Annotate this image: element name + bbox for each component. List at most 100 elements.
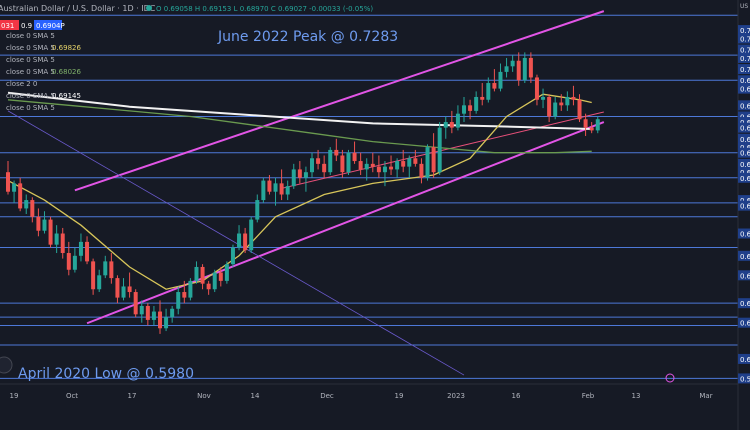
candle-44 [273, 177, 278, 206]
y-tick-bg [738, 317, 750, 328]
candle-36 [224, 261, 229, 284]
y-tick-bg [738, 100, 750, 111]
candle-55 [340, 149, 345, 178]
candle-body [6, 172, 10, 192]
candles[interactable] [6, 52, 600, 334]
y-tick-label: 0.6 [740, 86, 750, 94]
y-tick-label: 0.6 [740, 77, 750, 85]
chart-menu-icon[interactable] [0, 356, 13, 374]
candle-45 [279, 169, 284, 201]
candle-42 [261, 177, 266, 203]
peak-annotation: June 2022 Peak @ 0.7283 [217, 29, 398, 45]
candle-61 [376, 155, 381, 178]
candle-body [541, 96, 546, 100]
candle-body [273, 183, 278, 192]
y-tick-bg [738, 250, 750, 261]
currency-label: US [740, 3, 748, 10]
candle-body [139, 305, 144, 315]
candle-body [91, 261, 96, 290]
candle-body [346, 152, 351, 173]
candle-93 [571, 85, 576, 106]
candle-body [176, 292, 181, 309]
candle-body [437, 127, 442, 173]
y-tick-bg [738, 158, 750, 169]
horizontal-levels [0, 14, 738, 379]
candle-body [389, 166, 394, 170]
candle-11 [72, 247, 77, 273]
candle-body [510, 60, 515, 67]
y-tick-label: 0.6 [740, 356, 750, 364]
y-tick-bg [738, 83, 750, 94]
indicator-value-1: 0.69826 [52, 44, 81, 52]
candle-47 [291, 163, 296, 189]
candle-9 [60, 227, 65, 259]
candle-90 [553, 96, 558, 120]
candle-13 [85, 236, 90, 265]
candle-body [334, 149, 339, 156]
candle-32 [200, 264, 205, 290]
channel-lines [7, 10, 605, 376]
candle-57 [352, 141, 357, 164]
replay-icon[interactable] [665, 373, 675, 383]
candle-body [382, 166, 387, 173]
candle-91 [559, 94, 564, 111]
indicator-label-3: close 0 SMA 5 [6, 68, 55, 76]
x-tick-label: Mar [699, 392, 712, 400]
candle-body [158, 311, 162, 329]
candle-body [12, 183, 17, 192]
candle-body [522, 57, 527, 81]
candle-5 [36, 208, 41, 237]
candle-30 [188, 278, 193, 301]
candle-54 [334, 138, 339, 162]
x-tick-label: Dec [320, 392, 334, 400]
candle-body [78, 241, 83, 256]
candle-body [328, 149, 333, 173]
y-tick-bg [738, 298, 750, 309]
candle-body [127, 286, 132, 293]
y-tick-bg [738, 200, 750, 211]
candle-body [188, 280, 193, 298]
candle-87 [534, 74, 539, 106]
candle-body [194, 266, 199, 281]
y-tick-label: 0.6 [740, 125, 750, 133]
candle-81 [498, 63, 503, 92]
candle-35 [218, 266, 223, 287]
sma-line-1 [7, 93, 592, 290]
candle-63 [389, 155, 394, 175]
y-tick-bg [738, 33, 750, 44]
y-tick-bg [738, 195, 750, 206]
candle-body [376, 166, 381, 173]
candle-body [109, 261, 114, 279]
candle-body [443, 122, 448, 128]
indicator-label-0: close 0 SMA 5 [6, 32, 55, 40]
candle-body [425, 147, 430, 178]
candle-body [528, 57, 533, 78]
candle-body [243, 233, 248, 251]
current-price-box[interactable] [34, 20, 62, 30]
candle-23 [145, 303, 150, 326]
candle-41 [255, 194, 260, 223]
candle-82 [504, 57, 509, 78]
candle-86 [528, 52, 533, 84]
y-tick-label: 0.7 [740, 35, 750, 43]
candle-56 [346, 149, 351, 175]
candle-body [18, 183, 23, 209]
y-tick-label: 0.6 [740, 136, 750, 144]
candle-2 [18, 177, 23, 212]
y-tick-label: 0.5 [740, 375, 750, 383]
x-tick-label: Oct [66, 392, 78, 400]
channel-line-2 [281, 111, 604, 189]
candle-body [516, 60, 521, 81]
candle-16 [103, 255, 108, 279]
candle-68 [419, 158, 424, 184]
candle-80 [492, 69, 497, 92]
candle-body [595, 119, 600, 131]
candle-body [48, 219, 53, 245]
current-price-text: 0.6904P [36, 22, 65, 30]
candle-body [151, 311, 156, 320]
candle-body [24, 200, 29, 209]
candle-18 [115, 275, 120, 304]
